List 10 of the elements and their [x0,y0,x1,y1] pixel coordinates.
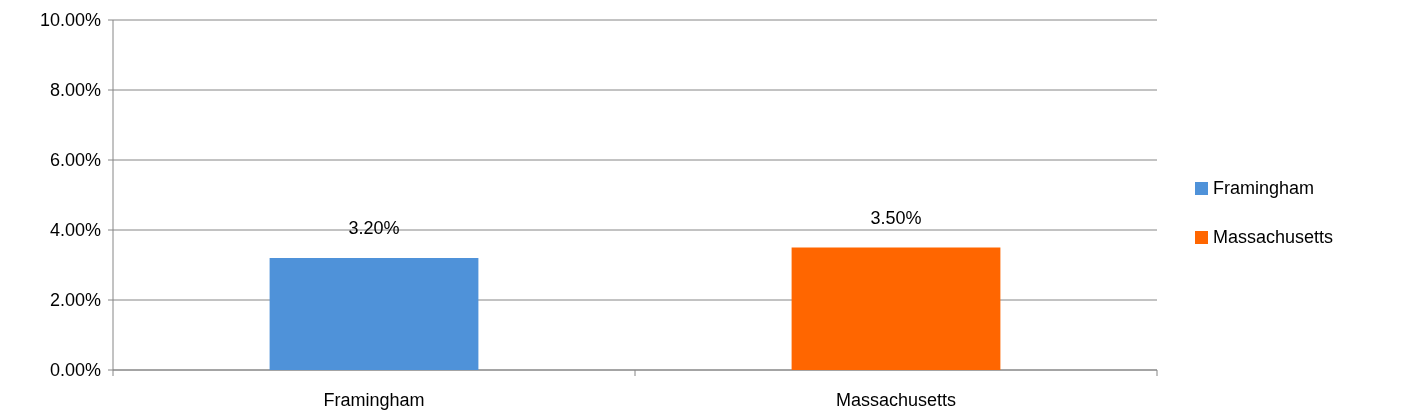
y-tick-label: 4.00% [49,220,101,241]
y-tick-label: 10.00% [39,10,101,31]
y-tick-label: 8.00% [49,80,101,101]
y-tick-label: 0.00% [49,360,101,381]
y-tick-label: 2.00% [49,290,101,311]
y-tick-label: 6.00% [49,150,101,171]
legend-label: Massachusetts [1213,227,1334,248]
legend-label: Framingham [1213,178,1315,199]
data-label: 3.20% [348,218,400,238]
data-label: 3.50% [870,207,922,228]
